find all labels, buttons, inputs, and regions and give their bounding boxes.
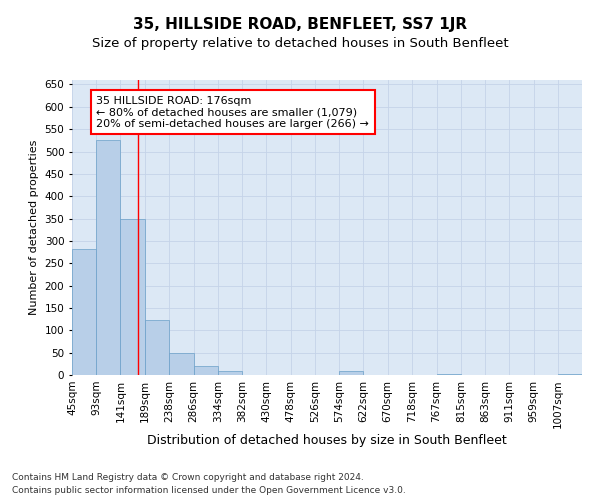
- Bar: [218, 370, 242, 375]
- Text: 35 HILLSIDE ROAD: 176sqm
← 80% of detached houses are smaller (1,079)
20% of sem: 35 HILLSIDE ROAD: 176sqm ← 80% of detach…: [96, 96, 369, 129]
- Bar: [558, 374, 582, 375]
- Bar: [169, 352, 194, 375]
- Bar: [72, 248, 96, 375]
- Bar: [194, 366, 218, 375]
- Text: 35, HILLSIDE ROAD, BENFLEET, SS7 1JR: 35, HILLSIDE ROAD, BENFLEET, SS7 1JR: [133, 18, 467, 32]
- Text: Contains HM Land Registry data © Crown copyright and database right 2024.: Contains HM Land Registry data © Crown c…: [12, 472, 364, 482]
- Text: Size of property relative to detached houses in South Benfleet: Size of property relative to detached ho…: [92, 38, 508, 51]
- Bar: [437, 374, 461, 375]
- Bar: [121, 220, 145, 375]
- Text: Contains public sector information licensed under the Open Government Licence v3: Contains public sector information licen…: [12, 486, 406, 495]
- Bar: [96, 140, 121, 375]
- Y-axis label: Number of detached properties: Number of detached properties: [29, 140, 39, 315]
- Bar: [339, 372, 364, 375]
- X-axis label: Distribution of detached houses by size in South Benfleet: Distribution of detached houses by size …: [147, 434, 507, 447]
- Bar: [145, 320, 169, 375]
